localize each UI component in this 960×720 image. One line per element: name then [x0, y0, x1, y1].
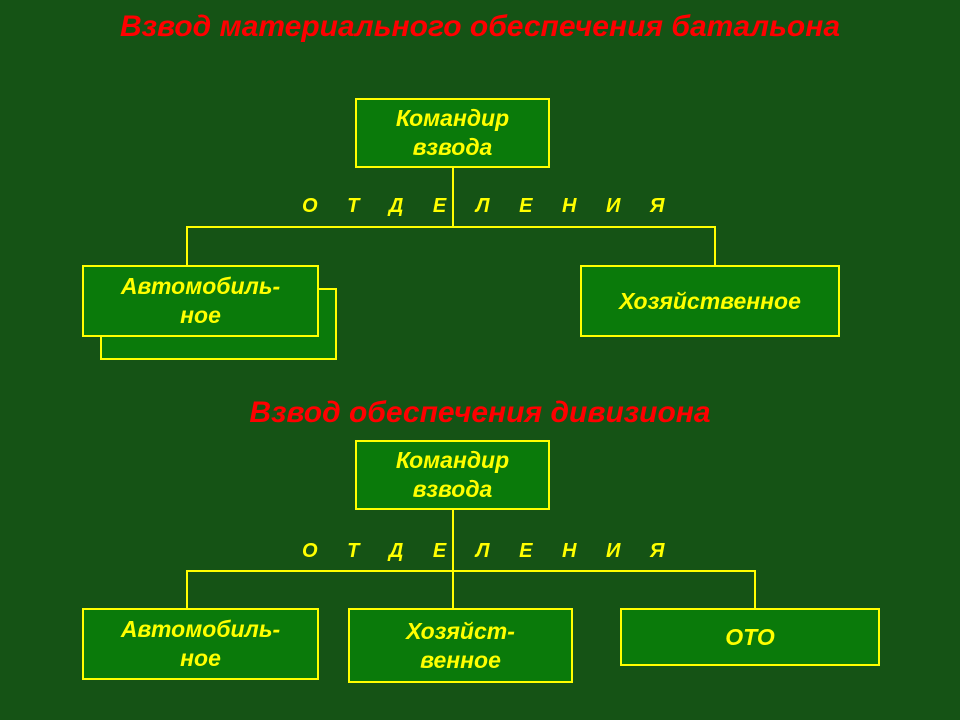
- commander-box-1: Командир взвода: [355, 98, 550, 168]
- conn-2-vl: [186, 570, 188, 610]
- right-box-1: Хозяйственное: [580, 265, 840, 337]
- title-1: Взвод материального обеспечения батальон…: [0, 10, 960, 44]
- right-box-2: ОТО: [620, 608, 880, 666]
- title-2: Взвод обеспечения дивизиона: [0, 396, 960, 430]
- divisions-label-1: О Т Д Е Л Е Н И Я: [302, 195, 677, 218]
- divisions-label-2: О Т Д Е Л Е Н И Я: [302, 540, 677, 563]
- conn-2-vm: [452, 570, 454, 610]
- commander-box-2: Командир взвода: [355, 440, 550, 510]
- left-box-1: Автомобиль-ное: [82, 265, 319, 337]
- conn-2-h: [186, 570, 756, 572]
- conn-2-vr: [754, 570, 756, 610]
- conn-1-vl: [186, 226, 188, 266]
- conn-1-h: [186, 226, 716, 228]
- left-box-2: Автомобиль-ное: [82, 608, 319, 680]
- mid-box-2: Хозяйст-венное: [348, 608, 573, 683]
- conn-1-vr: [714, 226, 716, 266]
